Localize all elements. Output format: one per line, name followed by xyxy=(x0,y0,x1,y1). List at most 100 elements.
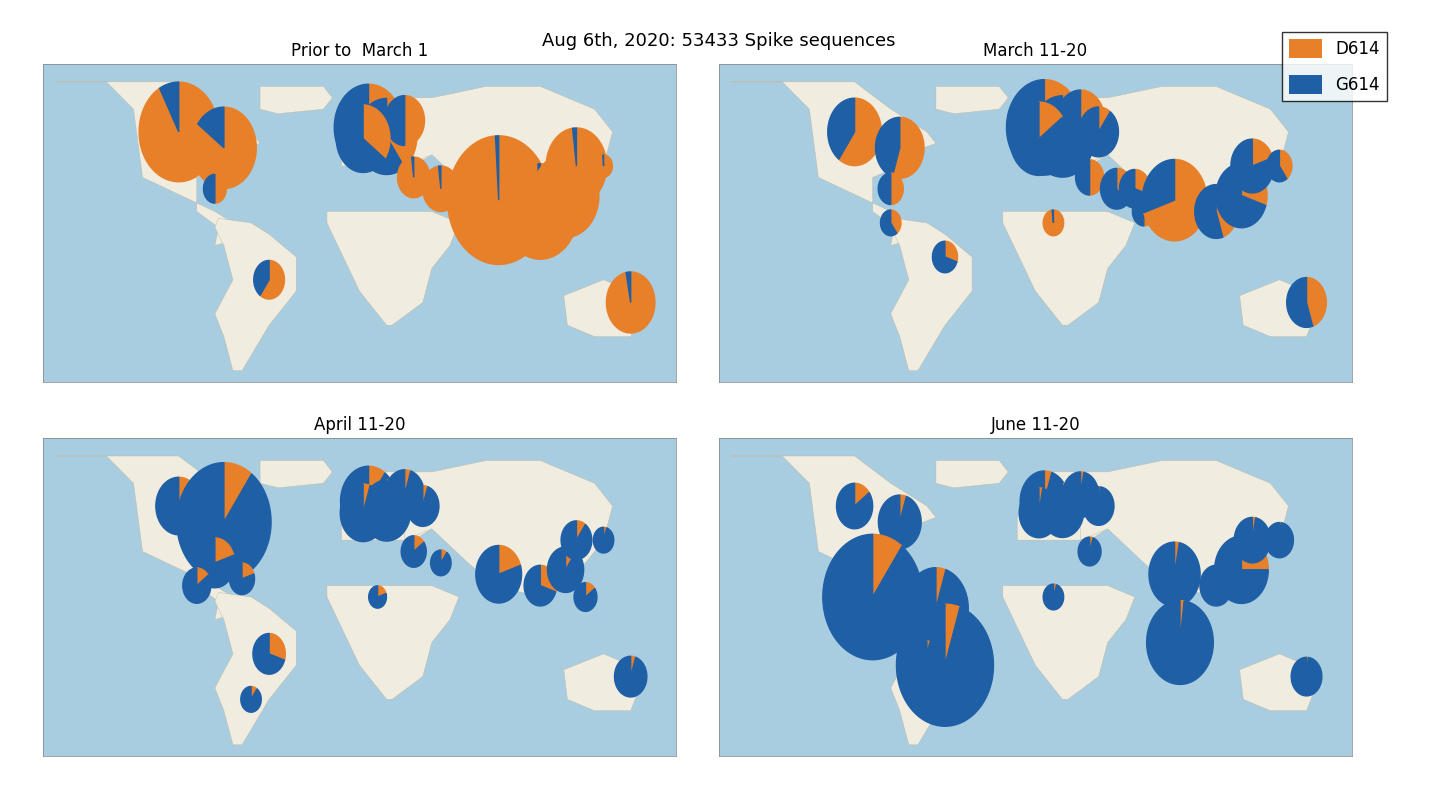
Polygon shape xyxy=(854,483,869,506)
Polygon shape xyxy=(532,154,598,237)
Polygon shape xyxy=(1083,486,1114,525)
Polygon shape xyxy=(407,486,439,526)
Polygon shape xyxy=(564,279,640,337)
Polygon shape xyxy=(1117,169,1133,205)
Polygon shape xyxy=(203,174,214,203)
Polygon shape xyxy=(893,117,925,178)
Polygon shape xyxy=(260,260,285,299)
Polygon shape xyxy=(900,495,906,522)
Polygon shape xyxy=(1146,600,1214,685)
Polygon shape xyxy=(385,96,404,146)
Text: Prior to  March 1: Prior to March 1 xyxy=(290,41,429,60)
Polygon shape xyxy=(1043,584,1064,610)
Polygon shape xyxy=(197,568,209,586)
Polygon shape xyxy=(1217,163,1265,228)
Polygon shape xyxy=(1135,170,1150,195)
Polygon shape xyxy=(336,105,385,173)
Polygon shape xyxy=(574,583,597,611)
Polygon shape xyxy=(260,87,332,114)
Polygon shape xyxy=(368,586,387,608)
Polygon shape xyxy=(890,592,972,745)
Polygon shape xyxy=(1241,163,1267,205)
Polygon shape xyxy=(1002,212,1135,326)
Polygon shape xyxy=(230,563,255,595)
Polygon shape xyxy=(523,565,555,606)
Polygon shape xyxy=(604,527,607,540)
Polygon shape xyxy=(1240,279,1316,337)
Polygon shape xyxy=(614,656,647,697)
Polygon shape xyxy=(1280,522,1281,540)
Polygon shape xyxy=(936,87,1008,114)
Polygon shape xyxy=(541,565,557,592)
Polygon shape xyxy=(945,604,961,665)
Polygon shape xyxy=(1099,107,1110,132)
Polygon shape xyxy=(1054,584,1057,597)
Polygon shape xyxy=(823,534,923,660)
Polygon shape xyxy=(607,272,654,333)
Text: June 11-20: June 11-20 xyxy=(991,416,1080,434)
Polygon shape xyxy=(411,157,414,178)
Polygon shape xyxy=(378,586,385,597)
Polygon shape xyxy=(1002,586,1135,700)
Polygon shape xyxy=(1119,170,1149,208)
Polygon shape xyxy=(828,98,854,159)
Polygon shape xyxy=(196,538,234,587)
Polygon shape xyxy=(253,634,285,674)
Polygon shape xyxy=(214,174,226,203)
Polygon shape xyxy=(1291,657,1322,696)
Polygon shape xyxy=(873,534,902,597)
Polygon shape xyxy=(387,480,394,510)
Polygon shape xyxy=(404,470,411,494)
Polygon shape xyxy=(1175,542,1179,574)
Polygon shape xyxy=(1007,80,1080,175)
Polygon shape xyxy=(1132,197,1143,226)
Polygon shape xyxy=(1234,517,1270,563)
Polygon shape xyxy=(160,82,178,132)
Polygon shape xyxy=(198,107,224,148)
Polygon shape xyxy=(879,495,922,549)
Polygon shape xyxy=(561,521,592,560)
Polygon shape xyxy=(1240,654,1316,711)
Polygon shape xyxy=(1080,472,1084,494)
Polygon shape xyxy=(341,98,431,166)
Polygon shape xyxy=(631,656,636,677)
Polygon shape xyxy=(177,462,270,581)
Polygon shape xyxy=(1215,536,1268,603)
Polygon shape xyxy=(1143,197,1155,226)
Polygon shape xyxy=(423,166,459,212)
Polygon shape xyxy=(260,461,332,488)
Polygon shape xyxy=(1078,107,1119,157)
Polygon shape xyxy=(496,136,499,200)
Polygon shape xyxy=(732,82,936,246)
Polygon shape xyxy=(876,544,906,582)
Polygon shape xyxy=(1009,102,1068,175)
Polygon shape xyxy=(1044,471,1051,501)
Polygon shape xyxy=(548,547,584,592)
Polygon shape xyxy=(572,128,577,166)
Polygon shape xyxy=(404,87,613,223)
Polygon shape xyxy=(890,544,896,563)
Polygon shape xyxy=(444,171,473,206)
Polygon shape xyxy=(577,521,585,540)
Text: Aug 6th, 2020: 53433 Spike sequences: Aug 6th, 2020: 53433 Spike sequences xyxy=(542,32,896,50)
Polygon shape xyxy=(56,82,260,246)
Polygon shape xyxy=(916,641,938,667)
Text: April 11-20: April 11-20 xyxy=(313,416,406,434)
Polygon shape xyxy=(936,568,946,608)
Polygon shape xyxy=(732,456,936,620)
Polygon shape xyxy=(1020,471,1068,532)
Polygon shape xyxy=(441,550,447,563)
Polygon shape xyxy=(1030,96,1094,178)
Polygon shape xyxy=(341,466,397,537)
Polygon shape xyxy=(404,461,613,597)
Polygon shape xyxy=(252,686,257,700)
Polygon shape xyxy=(1217,185,1238,237)
Polygon shape xyxy=(838,98,881,166)
Polygon shape xyxy=(1287,278,1313,327)
Polygon shape xyxy=(430,550,452,576)
Polygon shape xyxy=(928,641,930,654)
Polygon shape xyxy=(1080,87,1288,223)
Polygon shape xyxy=(594,527,614,553)
Polygon shape xyxy=(896,604,994,726)
Polygon shape xyxy=(565,547,577,570)
